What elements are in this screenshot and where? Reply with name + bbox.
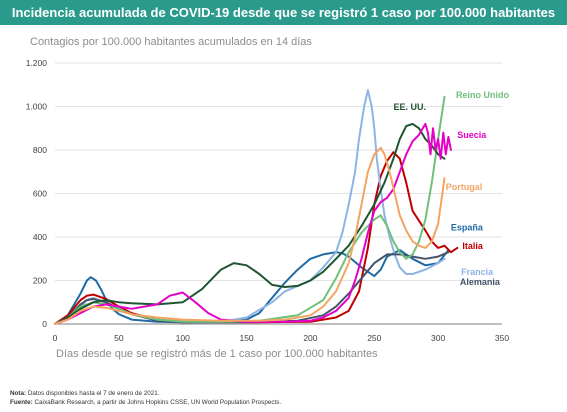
- x-tick-label: 0: [53, 333, 58, 343]
- source-text: CaixaBank Research, a partir de Johns Ho…: [34, 399, 282, 406]
- series-line-espana: [54, 249, 450, 325]
- chart-subtitle: Contagios por 100.000 habitantes acumula…: [30, 36, 312, 48]
- series-line-italia: [54, 151, 459, 325]
- series-label-espana: España: [451, 222, 484, 232]
- series-label-francia: Francia: [461, 267, 494, 277]
- series-label-ee-uu: EE. UU.: [393, 102, 426, 112]
- x-axis-title: Días desde que se registró más de 1 caso…: [56, 348, 378, 360]
- x-tick-label: 200: [303, 333, 317, 343]
- x-tick-label: 50: [114, 333, 124, 343]
- series-line-francia: [54, 89, 446, 325]
- chart-title: Incidencia acumulada de COVID-19 desde q…: [0, 0, 567, 25]
- source-line: Fuente: CaixaBank Research, a partir de …: [10, 399, 281, 406]
- series-line-alemania: [54, 251, 450, 325]
- x-tick-label: 150: [239, 333, 253, 343]
- y-tick-label: 200: [33, 276, 47, 286]
- x-tick-label: 350: [495, 333, 509, 343]
- series-label-reino-unido: Reino Unido: [456, 90, 509, 100]
- y-tick-label: 600: [33, 189, 47, 199]
- y-tick-label: 800: [33, 145, 47, 155]
- source-label: Fuente:: [10, 399, 33, 406]
- x-tick-label: 100: [176, 333, 190, 343]
- x-tick-label: 300: [431, 333, 445, 343]
- note-text: Datos disponibles hasta el 7 de enero de…: [27, 390, 160, 397]
- series-line-reino-unido: [54, 95, 446, 325]
- y-tick-label: 1.200: [26, 58, 48, 68]
- y-tick-label: 0: [42, 319, 47, 329]
- series-line-ee-uu: [54, 122, 446, 325]
- series-line-portugal: [54, 146, 446, 325]
- series-line-suecia: [54, 122, 452, 325]
- y-tick-label: 1.000: [26, 102, 48, 112]
- y-tick-label: 400: [33, 232, 47, 242]
- note-line: Nota: Datos disponibles hasta el 7 de en…: [10, 390, 159, 397]
- note-label: Nota:: [10, 390, 27, 397]
- series-label-portugal: Portugal: [446, 182, 483, 192]
- series-label-italia: Italia: [462, 241, 484, 251]
- series-label-alemania: Alemania: [460, 277, 501, 287]
- series-label-suecia: Suecia: [457, 130, 487, 140]
- x-tick-label: 250: [367, 333, 381, 343]
